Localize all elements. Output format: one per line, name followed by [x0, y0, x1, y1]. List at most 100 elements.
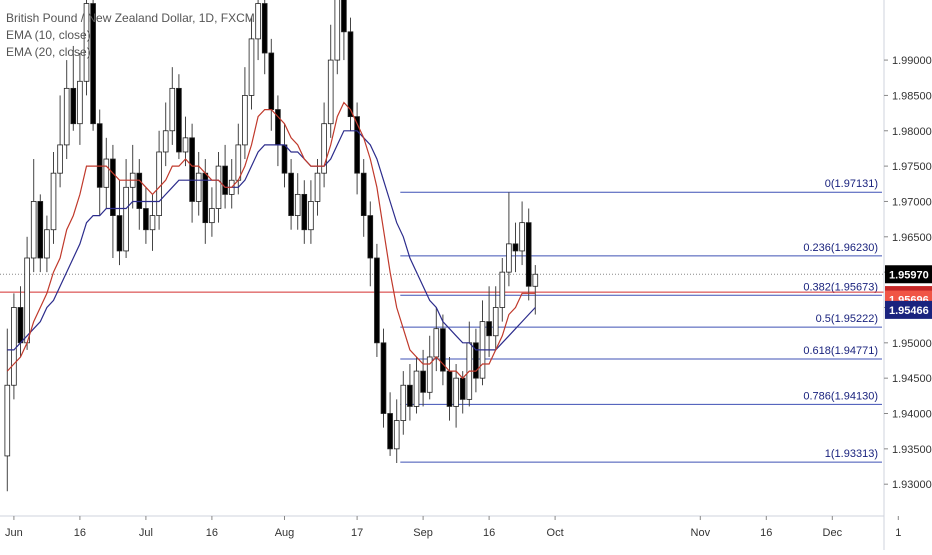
- candle-down: [347, 31, 354, 118]
- fib-level-label: 0.786(1.94130): [803, 390, 878, 402]
- candle-up: [400, 384, 407, 421]
- fib-level-label: 0.382(1.95673): [803, 281, 878, 293]
- candle-up: [314, 172, 321, 202]
- fib-level-label: 0.5(1.95222): [816, 313, 878, 325]
- x-tick-label: Jun: [5, 527, 23, 539]
- candle-up: [24, 257, 30, 344]
- candle-up: [50, 172, 57, 231]
- candle-up: [235, 144, 242, 181]
- price-axis-label-bg: [885, 265, 932, 284]
- candle-up: [327, 59, 334, 125]
- candle-down: [512, 243, 519, 252]
- candle-up: [209, 208, 215, 224]
- candle-down: [17, 307, 24, 344]
- candle-up: [11, 307, 17, 386]
- fib-level-label: 1(1.93313): [825, 448, 878, 460]
- x-tick-label: Sep: [413, 527, 433, 539]
- fib-level-label: 0.236(1.96230): [803, 242, 878, 254]
- candle-down: [380, 342, 387, 414]
- candle-up: [30, 201, 37, 259]
- x-tick-label: Jul: [139, 527, 153, 539]
- candle-up: [393, 420, 400, 450]
- candle-up: [532, 273, 539, 287]
- candle-up: [499, 271, 506, 308]
- candle-down: [301, 193, 308, 231]
- candle-up: [44, 229, 50, 259]
- candle-down: [176, 87, 182, 153]
- candle-up: [4, 384, 11, 457]
- candle-down: [288, 172, 294, 216]
- x-tick-label: 16: [74, 527, 86, 539]
- y-tick-label: 1.94500: [892, 373, 932, 385]
- ema10-line: [6, 101, 536, 380]
- candle-up: [77, 80, 83, 125]
- x-tick-label: 1: [895, 527, 901, 539]
- candle-down: [281, 144, 288, 174]
- horizontal-price-lines: [0, 273, 884, 293]
- candle-up: [103, 158, 110, 188]
- fib-level-label: 0(1.97131): [825, 178, 878, 190]
- y-tick-label: 1.93500: [892, 444, 932, 456]
- candle-up: [156, 151, 162, 216]
- candle-up: [426, 356, 433, 393]
- x-tick-label: 16: [483, 527, 495, 539]
- y-tick-label: 1.95000: [892, 338, 932, 350]
- candle-down: [341, 0, 347, 33]
- x-tick-label: Oct: [547, 527, 564, 539]
- candle-down: [96, 123, 103, 188]
- y-tick-label: 1.98000: [892, 126, 932, 138]
- chart-legend: British Pound / New Zealand Dollar, 1D, …: [6, 10, 255, 61]
- candle-up: [57, 144, 63, 174]
- candle-up: [294, 193, 301, 216]
- y-tick-label: 1.94000: [892, 409, 932, 421]
- candles-layer: [4, 0, 539, 492]
- candle-down: [486, 321, 492, 337]
- x-tick-label: Dec: [823, 527, 843, 539]
- y-tick-label: 1.98500: [892, 90, 932, 102]
- candle-down: [90, 3, 96, 125]
- candle-down: [360, 172, 367, 216]
- candle-down: [459, 377, 466, 400]
- candle-down: [420, 370, 426, 393]
- price-axis-label: 1.95970: [885, 265, 932, 284]
- ema-layer: [6, 101, 536, 380]
- candle-up: [248, 38, 255, 96]
- candle-up: [433, 328, 440, 358]
- candle-up: [308, 201, 314, 231]
- legend-ema20[interactable]: EMA (20, close): [6, 45, 91, 59]
- fib-level-label: 0.618(1.94771): [803, 345, 878, 357]
- candle-up: [162, 130, 169, 153]
- candle-up: [453, 377, 459, 407]
- legend-symbol-title[interactable]: British Pound / New Zealand Dollar, 1D, …: [6, 11, 255, 25]
- candle-up: [63, 87, 70, 146]
- candle-up: [182, 137, 189, 153]
- candle-down: [136, 172, 143, 209]
- y-tick-label: 1.93000: [892, 479, 932, 491]
- x-tick-label: Nov: [691, 527, 711, 539]
- candle-down: [189, 137, 195, 202]
- y-tick-label: 1.96500: [892, 232, 932, 244]
- candle-down: [407, 384, 413, 407]
- candle-up: [242, 95, 248, 146]
- candle-down: [70, 87, 77, 125]
- candle-up: [195, 172, 202, 202]
- candle-up: [413, 370, 420, 407]
- candle-up: [506, 243, 512, 273]
- candle-up: [83, 3, 90, 82]
- candle-down: [354, 116, 360, 174]
- candle-up: [334, 0, 341, 61]
- candle-down: [143, 208, 149, 231]
- candle-up: [492, 307, 499, 337]
- y-tick-label: 1.97000: [892, 196, 932, 208]
- candle-down: [37, 201, 44, 259]
- candle-down: [374, 257, 380, 344]
- candle-down: [261, 3, 268, 54]
- legend-ema10[interactable]: EMA (10, close): [6, 28, 91, 42]
- candle-down: [367, 215, 374, 259]
- candle-down: [116, 215, 123, 252]
- fibonacci-retracement[interactable]: 0(1.97131) 0.236(1.96230) 0.382(1.95673) 0.…: [400, 178, 882, 463]
